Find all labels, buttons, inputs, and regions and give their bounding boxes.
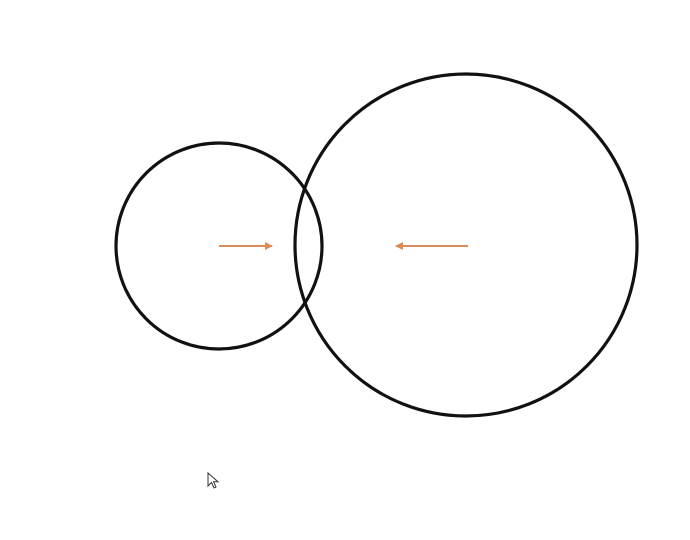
- large-circle: [293, 72, 639, 418]
- small-circle: [114, 141, 324, 351]
- mouse-pointer-icon: [207, 472, 220, 489]
